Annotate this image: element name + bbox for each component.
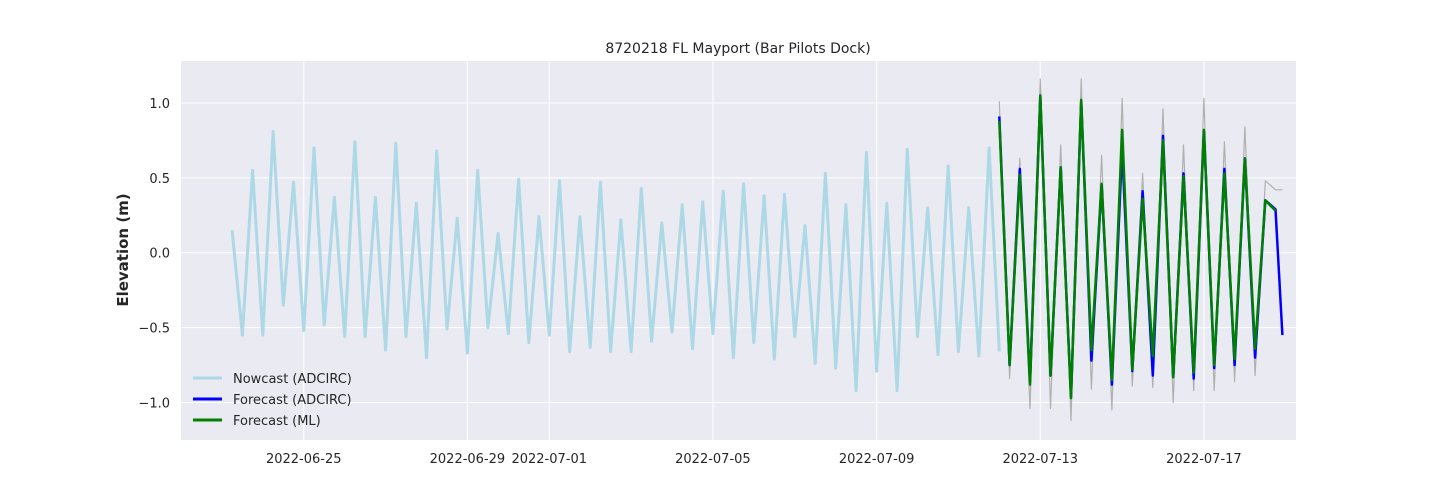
y-tick-label: −0.5 xyxy=(138,322,170,337)
legend-label: Forecast (ADCIRC) xyxy=(233,393,352,408)
x-tick-label: 2022-07-01 xyxy=(511,452,587,467)
series-layer xyxy=(230,78,1284,422)
series-line-nowcast-adcirc xyxy=(230,129,1001,393)
axis-ticks: −1.0 −0.5 0.0 0.5 1.0 2022-06-25 2022-06-29 202… xyxy=(138,97,1241,467)
series-line-forecast-ml xyxy=(998,94,1277,400)
y-tick-label: 0.0 xyxy=(149,247,170,262)
x-tick-label: 2022-07-13 xyxy=(1002,452,1078,467)
y-tick-label: 1.0 xyxy=(149,97,170,112)
y-tick-label: −1.0 xyxy=(138,397,170,412)
y-axis-label: Elevation (m) xyxy=(114,193,132,306)
x-tick-label: 2022-07-05 xyxy=(675,452,751,467)
legend-label: Nowcast (ADCIRC) xyxy=(233,372,352,387)
x-tick-label: 2022-06-29 xyxy=(430,452,506,467)
x-tick-label: 2022-07-09 xyxy=(839,452,915,467)
y-tick-label: 0.5 xyxy=(149,172,170,187)
legend-label: Forecast (ML) xyxy=(233,414,321,429)
x-tick-label: 2022-07-17 xyxy=(1166,452,1242,467)
chart-title: 8720218 FL Mayport (Bar Pilots Dock) xyxy=(605,41,870,57)
legend: Nowcast (ADCIRC) Forecast (ADCIRC) Forecas… xyxy=(193,372,352,429)
x-tick-label: 2022-06-25 xyxy=(266,452,342,467)
